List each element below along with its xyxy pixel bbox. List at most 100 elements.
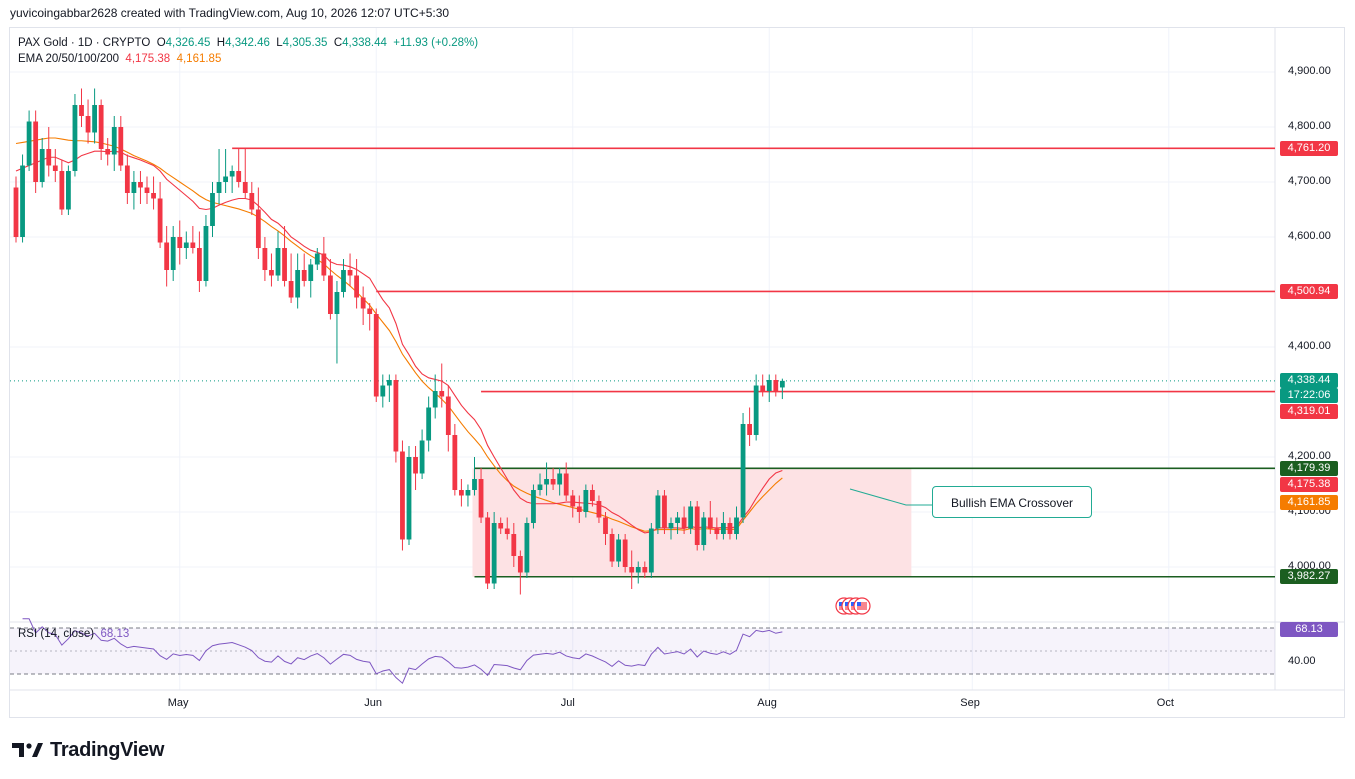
annotation-callout[interactable]: Bullish EMA Crossover xyxy=(932,486,1092,518)
event-markers[interactable] xyxy=(835,597,871,615)
last-price-tag: 4,338.44 xyxy=(1280,373,1338,388)
candle-body xyxy=(124,165,130,193)
candle-body xyxy=(393,380,399,452)
horizontal-levels[interactable] xyxy=(10,147,1275,578)
ema20-line xyxy=(15,150,783,534)
candle-body xyxy=(314,253,320,265)
high-value: 4,342.46 xyxy=(225,37,270,49)
candle-body xyxy=(406,457,412,540)
candle-body xyxy=(26,121,32,166)
high-label: H xyxy=(216,37,226,49)
time-axis-tick: Sep xyxy=(960,697,980,709)
candle-body xyxy=(170,237,176,270)
candle-body xyxy=(504,528,510,534)
candle-body xyxy=(753,385,759,435)
price-axis-tick: 4,800.00 xyxy=(1288,120,1331,132)
chart-legend: PAX Gold · 1D · CRYPTO O4,326.45 H4,342.… xyxy=(18,35,478,67)
candle-body xyxy=(622,539,628,567)
price-axis-tick: 4,700.00 xyxy=(1288,175,1331,187)
candle-body xyxy=(341,270,346,292)
change-value: +11.93 (+0.28%) xyxy=(393,37,479,49)
rsi-label[interactable]: RSI (14, close) xyxy=(18,628,95,640)
low-value: 4,305.35 xyxy=(282,37,328,49)
candle-body xyxy=(419,440,425,474)
candle-body xyxy=(105,149,111,155)
candle-body xyxy=(46,149,52,166)
ema-lines xyxy=(15,137,783,534)
grid xyxy=(10,28,1345,691)
candle-body xyxy=(216,182,222,193)
candle-body xyxy=(373,314,379,397)
candle-body xyxy=(459,490,464,496)
candle-body xyxy=(118,127,124,166)
candle-body xyxy=(39,149,45,182)
time-axis-tick: May xyxy=(167,697,189,709)
chart-credit: yuvicoingabbar2628 created with TradingV… xyxy=(10,6,450,20)
candle-body xyxy=(144,187,150,193)
open-value: 4,326.45 xyxy=(165,37,211,49)
symbol-title[interactable]: PAX Gold · 1D · CRYPTO xyxy=(18,37,151,49)
candle-body xyxy=(740,424,746,518)
candle-body xyxy=(432,391,438,408)
candle-body xyxy=(334,292,340,314)
candle-body xyxy=(92,105,97,133)
candle-body xyxy=(747,424,752,435)
annotation-pointer-line xyxy=(849,488,932,506)
time-axis-tick: Jul xyxy=(560,697,575,709)
candle-body xyxy=(648,528,654,573)
candle-body xyxy=(570,495,576,507)
candle-body xyxy=(734,517,739,534)
ema-indicator-label[interactable]: EMA 20/50/100/200 xyxy=(18,53,120,65)
candle-body xyxy=(426,407,432,441)
rsi-axis-value-tag: 68.13 xyxy=(1280,622,1338,637)
us-flag-event-icon[interactable] xyxy=(853,597,871,615)
candle-body xyxy=(308,264,314,281)
bar-countdown: 17:22:06 xyxy=(1280,388,1338,403)
candle-body xyxy=(242,182,248,193)
tradingview-logo[interactable]: TradingView xyxy=(10,738,164,762)
candle-body xyxy=(111,127,117,155)
candle-body xyxy=(596,501,602,518)
candle-body xyxy=(590,490,595,501)
candle-body xyxy=(229,171,235,177)
candle-body xyxy=(472,479,477,490)
candle-body xyxy=(544,479,549,485)
candle-body xyxy=(675,517,680,523)
candle-body xyxy=(59,171,65,210)
candle-body xyxy=(52,165,58,171)
price-tag-resistance-3: 4,319.01 xyxy=(1280,404,1338,419)
candle-body xyxy=(203,226,209,281)
candle-body xyxy=(583,490,589,512)
open-label: O xyxy=(156,37,166,49)
candle-body xyxy=(190,242,196,248)
candle-body xyxy=(328,275,333,314)
candle-body xyxy=(131,182,137,193)
candle-body xyxy=(701,517,707,545)
candle-body xyxy=(288,281,294,298)
candle-body xyxy=(491,523,497,584)
candle-body xyxy=(478,479,484,518)
candle-body xyxy=(249,193,255,210)
price-axis-tick: 4,400.00 xyxy=(1288,340,1331,352)
watermark-text: TradingView xyxy=(50,738,165,761)
candle-body xyxy=(354,275,359,298)
candle-body xyxy=(85,116,91,133)
rsi-level-label: 40.00 xyxy=(1288,655,1316,667)
candle-body xyxy=(321,253,327,276)
candle-body xyxy=(347,270,353,276)
candle-body xyxy=(151,193,156,199)
ema50-value: 4,161.85 xyxy=(176,53,222,65)
candle-body xyxy=(367,308,373,314)
candle-body xyxy=(766,380,772,391)
candle-body xyxy=(662,495,667,529)
candle-body xyxy=(517,556,523,573)
price-tag-ema50: 4,161.85 xyxy=(1280,495,1338,510)
candle-body xyxy=(773,380,779,391)
price-tag-resistance-2: 4,500.94 xyxy=(1280,284,1338,299)
candle-body xyxy=(727,523,733,534)
candle-body xyxy=(576,506,582,512)
candle-body xyxy=(400,451,405,540)
close-label: C xyxy=(333,37,343,49)
candle-body xyxy=(282,248,287,281)
